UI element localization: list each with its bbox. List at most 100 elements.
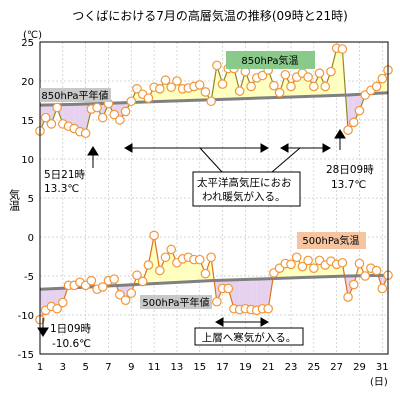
data-point [120, 106, 131, 117]
annotation-cold: 上層へ寒気が入る。 [202, 331, 297, 344]
x-tick-label: 11 [148, 362, 161, 373]
fill-above-normal [148, 235, 155, 284]
data-point [212, 296, 222, 307]
data-point [155, 265, 165, 276]
annotation-warm-line2: われ暖気が入る。 [202, 190, 285, 203]
data-point [115, 115, 125, 125]
y-tick-label: 5 [28, 194, 34, 205]
data-point [137, 276, 148, 287]
label-850-normal: 850hPa平年値 [41, 89, 108, 102]
label-500-bg [297, 232, 366, 249]
data-point [160, 75, 171, 86]
data-point [377, 73, 388, 84]
data-point [166, 244, 177, 255]
data-point [280, 69, 291, 80]
data-point [303, 255, 313, 266]
label-850: 850hPa気温 [241, 54, 298, 67]
data-point [297, 261, 308, 272]
data-point [234, 86, 245, 96]
x-tick-label: 27 [330, 362, 343, 373]
data-point [206, 96, 216, 107]
data-point [52, 102, 62, 113]
x-tick-label: 31 [376, 362, 389, 373]
data-point [46, 119, 57, 129]
plot-frame [39, 41, 389, 355]
x-tick-label: 13 [171, 362, 184, 373]
y-tick-labels: 25 20 15 10 5 0 -5 -10 -15 [18, 38, 34, 361]
data-point [126, 96, 137, 107]
data-point [217, 79, 228, 89]
data-point [52, 303, 62, 314]
data-point [97, 112, 108, 123]
annotation-5th-21h-value: 13.3℃ [44, 183, 79, 195]
fill-below-normal [251, 279, 257, 311]
annotation-1st-09h: 1日09時 [50, 323, 92, 335]
x-tick-label: 25 [307, 362, 320, 373]
fill-above-normal [228, 68, 234, 100]
data-point [126, 288, 137, 298]
y-tick-label: -15 [18, 350, 34, 361]
data-point [223, 283, 234, 294]
data-point [291, 252, 302, 263]
y-tick-label: 0 [28, 233, 34, 244]
x-tick-label: 17 [216, 362, 229, 373]
label-500: 500hPa気温 [302, 234, 359, 247]
data-point [354, 105, 365, 116]
data-point [97, 282, 108, 292]
data-point [309, 263, 319, 273]
data-point [257, 70, 268, 81]
data-point [109, 274, 119, 284]
annotation-arrows [37, 129, 346, 337]
data-point [343, 125, 353, 135]
data-point [286, 81, 296, 92]
data-point [200, 268, 211, 279]
fill-below-normal [256, 278, 263, 311]
data-point [172, 76, 182, 86]
y-tick-label: -10 [18, 311, 34, 322]
data-point [320, 81, 331, 92]
data-point [194, 80, 205, 90]
series-points [35, 43, 393, 325]
data-point [309, 81, 319, 92]
data-point [212, 60, 222, 71]
data-point [86, 275, 97, 286]
data-point [263, 303, 273, 314]
data-point [120, 295, 131, 305]
data-point [206, 252, 216, 263]
fill-below-normal [245, 279, 252, 310]
fill-above-normal [336, 48, 343, 96]
data-point [200, 87, 211, 97]
x-unit-label: (日) [370, 377, 388, 388]
data-point [115, 289, 125, 300]
x-tick-label: 3 [60, 362, 66, 373]
annotation-cold-box [194, 327, 304, 346]
data-point [286, 259, 296, 270]
x-tick-labels: 1 3 5 7 9 11 13 15 17 19 21 23 25 27 29 31 [37, 362, 389, 373]
x-tick-label: 29 [353, 362, 366, 373]
data-point [354, 258, 365, 269]
data-point [92, 102, 102, 113]
y-tick-label: 25 [21, 38, 34, 49]
x-tick-label: 5 [82, 362, 88, 373]
data-point [343, 292, 353, 302]
data-point [143, 93, 154, 103]
data-point [246, 81, 256, 92]
label-850-normal-bg [40, 88, 111, 102]
x-tick-label: 19 [239, 362, 252, 373]
y-tick-label: -5 [24, 272, 34, 283]
x-tick-label: 15 [193, 362, 206, 373]
data-point [337, 44, 348, 54]
fill-below-normal [262, 278, 269, 309]
data-point [314, 68, 325, 78]
annotation-warm-box [192, 171, 301, 207]
data-point [40, 112, 51, 123]
data-point [371, 81, 382, 92]
data-point [371, 265, 382, 276]
y-tick-label: 10 [21, 155, 34, 166]
label-500-normal-bg [140, 295, 212, 309]
data-point [360, 271, 370, 281]
x-tick-label: 9 [128, 362, 134, 373]
fill-below-normal [239, 279, 246, 310]
y-unit-label: (℃) [23, 30, 42, 41]
